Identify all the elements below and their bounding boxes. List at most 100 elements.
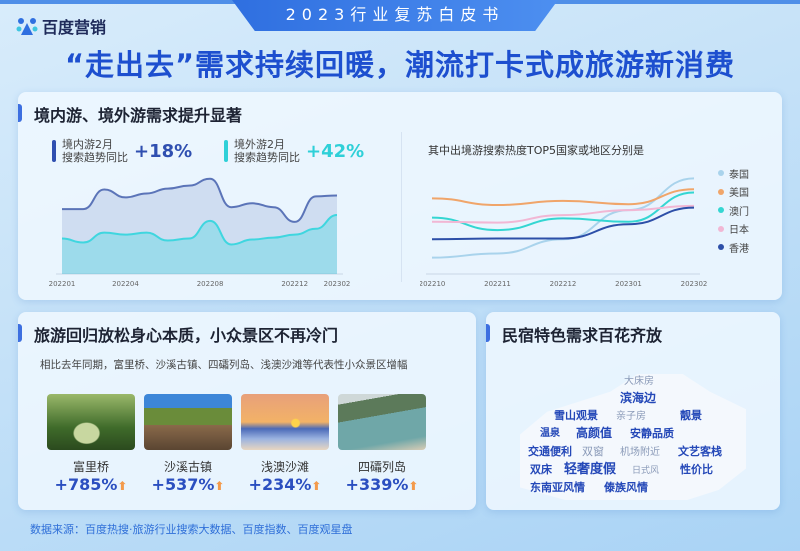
top5-chart-title: 其中出境游搜索热度TOP5国家或地区分别是 xyxy=(428,144,645,157)
spot-card[interactable]: 四礵列岛 +339%⬆ xyxy=(338,394,426,494)
word-cloud-term: 性价比 xyxy=(680,463,713,476)
x-tick-label: 202302 xyxy=(324,280,351,288)
legend-label: 泰国 xyxy=(729,169,749,181)
word-cloud-term: 轻奢度假 xyxy=(564,462,617,477)
domestic-stat: 境内游2月 搜索趋势同比 +18% xyxy=(52,138,192,164)
spot-growth: +339% xyxy=(345,475,409,494)
homestay-panel: 民宿特色需求百花齐放 滨海边雪山观景 靓景温泉交通便利 双窗 高颜值 安静品质 文艺客栈双… xyxy=(486,312,780,510)
x-tick-label: 202302 xyxy=(681,280,708,288)
series-line-澳门 xyxy=(431,191,695,232)
spot-name: 沙溪古镇 xyxy=(163,460,212,474)
spot-card[interactable]: 富里桥 +785%⬆ xyxy=(47,394,135,494)
spot-photo xyxy=(144,394,232,450)
series-line-香港 xyxy=(431,206,695,241)
spot-name: 富里桥 xyxy=(72,460,109,474)
domestic-marker xyxy=(52,140,56,162)
x-tick-label: 202201 xyxy=(49,280,76,288)
arrow-up-icon: ⬆ xyxy=(214,479,225,493)
top5-destination-chart: 202210 202211 202212 202301 202302 xyxy=(420,177,708,288)
arrow-up-icon: ⬆ xyxy=(117,479,128,493)
word-cloud-term: 大床房 xyxy=(624,376,654,387)
legend-dot-icon xyxy=(718,244,724,251)
series-line-日本 xyxy=(431,204,695,224)
legend-item: 美国 xyxy=(718,183,749,202)
demand-panel: 境内游、境外游需求提升显著 境内游2月 搜索趋势同比 +18% 境外游2月 搜索趋势… xyxy=(18,92,782,300)
spot-growth: +234% xyxy=(248,475,312,494)
spot-photo xyxy=(241,394,329,450)
outbound-label: 境外游2月 xyxy=(234,138,285,151)
spot-card[interactable]: 沙溪古镇 +537%⬆ xyxy=(144,394,232,494)
logo-text: 百度营销 xyxy=(42,18,107,37)
outbound-value: +42% xyxy=(306,140,365,162)
outbound-stat: 境外游2月 搜索趋势同比 +42% xyxy=(224,138,364,164)
x-tick-label: 202204 xyxy=(112,280,139,288)
x-tick-label: 202301 xyxy=(615,280,642,288)
x-tick-label: 202212 xyxy=(281,280,308,288)
word-cloud-term: 高颜值 xyxy=(576,426,613,440)
word-cloud-term: 安静品质 xyxy=(630,427,674,440)
legend-label: 美国 xyxy=(729,188,749,200)
data-source-note: 数据来源：百度热搜·旅游行业搜索大数据、百度指数、百度观星盘 xyxy=(30,523,353,536)
legend-dot-icon xyxy=(718,225,724,232)
series-area xyxy=(62,215,337,274)
panel-title: 旅游回归放松身心本质，小众景区不再冷门 xyxy=(34,326,339,345)
spot-card[interactable]: 浅澳沙滩 +234%⬆ xyxy=(241,394,329,494)
outbound-marker xyxy=(224,140,228,162)
legend-item: 澳门 xyxy=(718,201,749,220)
spot-growth: +537% xyxy=(151,475,215,494)
legend-label: 日本 xyxy=(729,225,749,237)
page-title: “走出去”需求持续回暖，潮流打卡式成旅游新消费 xyxy=(64,48,736,82)
spot-growth: +785% xyxy=(54,475,118,494)
x-tick-label: 202210 xyxy=(420,280,445,288)
domestic-label: 境内游2月 xyxy=(62,138,113,151)
x-tick-label: 202211 xyxy=(484,280,511,288)
arrow-up-icon: ⬆ xyxy=(311,479,322,493)
word-cloud-term: 文艺客栈 xyxy=(678,445,722,458)
word-cloud-term: 温泉 xyxy=(540,428,560,439)
series-area xyxy=(62,178,337,274)
word-cloud-term: 双床 xyxy=(530,463,552,476)
word-cloud-term: 滨海边 xyxy=(620,391,657,405)
word-cloud-term: 傣族风情 xyxy=(604,481,648,494)
domestic-outbound-trend-chart: 202201 202204 202208 202212 202302 xyxy=(49,177,351,288)
title-accent xyxy=(18,324,22,342)
title-accent xyxy=(486,324,490,342)
series-line-美国 xyxy=(431,188,695,207)
x-tick-label: 202212 xyxy=(550,280,577,288)
series-line-1 xyxy=(61,214,338,246)
report-banner: 2023行业复苏白皮书 xyxy=(232,0,558,31)
spot-photo xyxy=(47,394,135,450)
title-accent xyxy=(18,104,22,122)
word-cloud-term: 东南亚风情 xyxy=(530,481,585,494)
domestic-label-2: 搜索趋势同比 xyxy=(62,151,128,164)
legend-item: 香港 xyxy=(718,238,749,257)
homestay-word-cloud: 滨海边雪山观景 靓景温泉交通便利 双窗 高颜值 安静品质 文艺客栈双床 轻奢度假东南亚风情 傣… xyxy=(520,374,746,500)
baidu-marketing-logo: 百度营销 xyxy=(16,14,106,38)
domestic-value: +18% xyxy=(134,140,193,162)
word-cloud-term: 交通便利 xyxy=(528,445,572,458)
word-cloud-term: 亲子房 xyxy=(616,411,646,422)
panel-subtitle: 相比去年同期，富里桥、沙溪古镇、四礵列岛、浅澳沙滩等代表性小众景区增幅 xyxy=(40,359,408,371)
word-cloud-term: 靓景 xyxy=(680,409,702,422)
spot-name: 浅澳沙滩 xyxy=(260,460,309,474)
word-cloud-term: 机场附近 xyxy=(620,447,660,458)
legend-dot-icon xyxy=(718,207,724,214)
legend-dot-icon xyxy=(718,170,724,177)
series-line-0 xyxy=(62,177,338,223)
legend-label: 澳门 xyxy=(729,206,749,218)
spot-photo xyxy=(338,394,426,450)
niche-spots-panel: 旅游回归放松身心本质，小众景区不再冷门 相比去年同期，富里桥、沙溪古镇、四礵列岛… xyxy=(18,312,476,510)
legend-dot-icon xyxy=(718,188,724,195)
word-cloud-term: 雪山观景 xyxy=(554,409,598,422)
spot-name: 四礵列岛 xyxy=(357,460,406,474)
word-cloud-term: 日式风 xyxy=(632,466,660,476)
legend-item: 泰国 xyxy=(718,164,749,183)
panel-title: 境内游、境外游需求提升显著 xyxy=(34,106,243,125)
outbound-label-2: 搜索趋势同比 xyxy=(234,151,300,164)
panel-title: 民宿特色需求百花齐放 xyxy=(502,326,663,345)
divider xyxy=(401,132,402,282)
arrow-up-icon: ⬆ xyxy=(408,479,419,493)
x-tick-label: 202208 xyxy=(197,280,224,288)
word-cloud-term: 双窗 xyxy=(582,445,604,458)
legend-label: 香港 xyxy=(729,243,749,255)
